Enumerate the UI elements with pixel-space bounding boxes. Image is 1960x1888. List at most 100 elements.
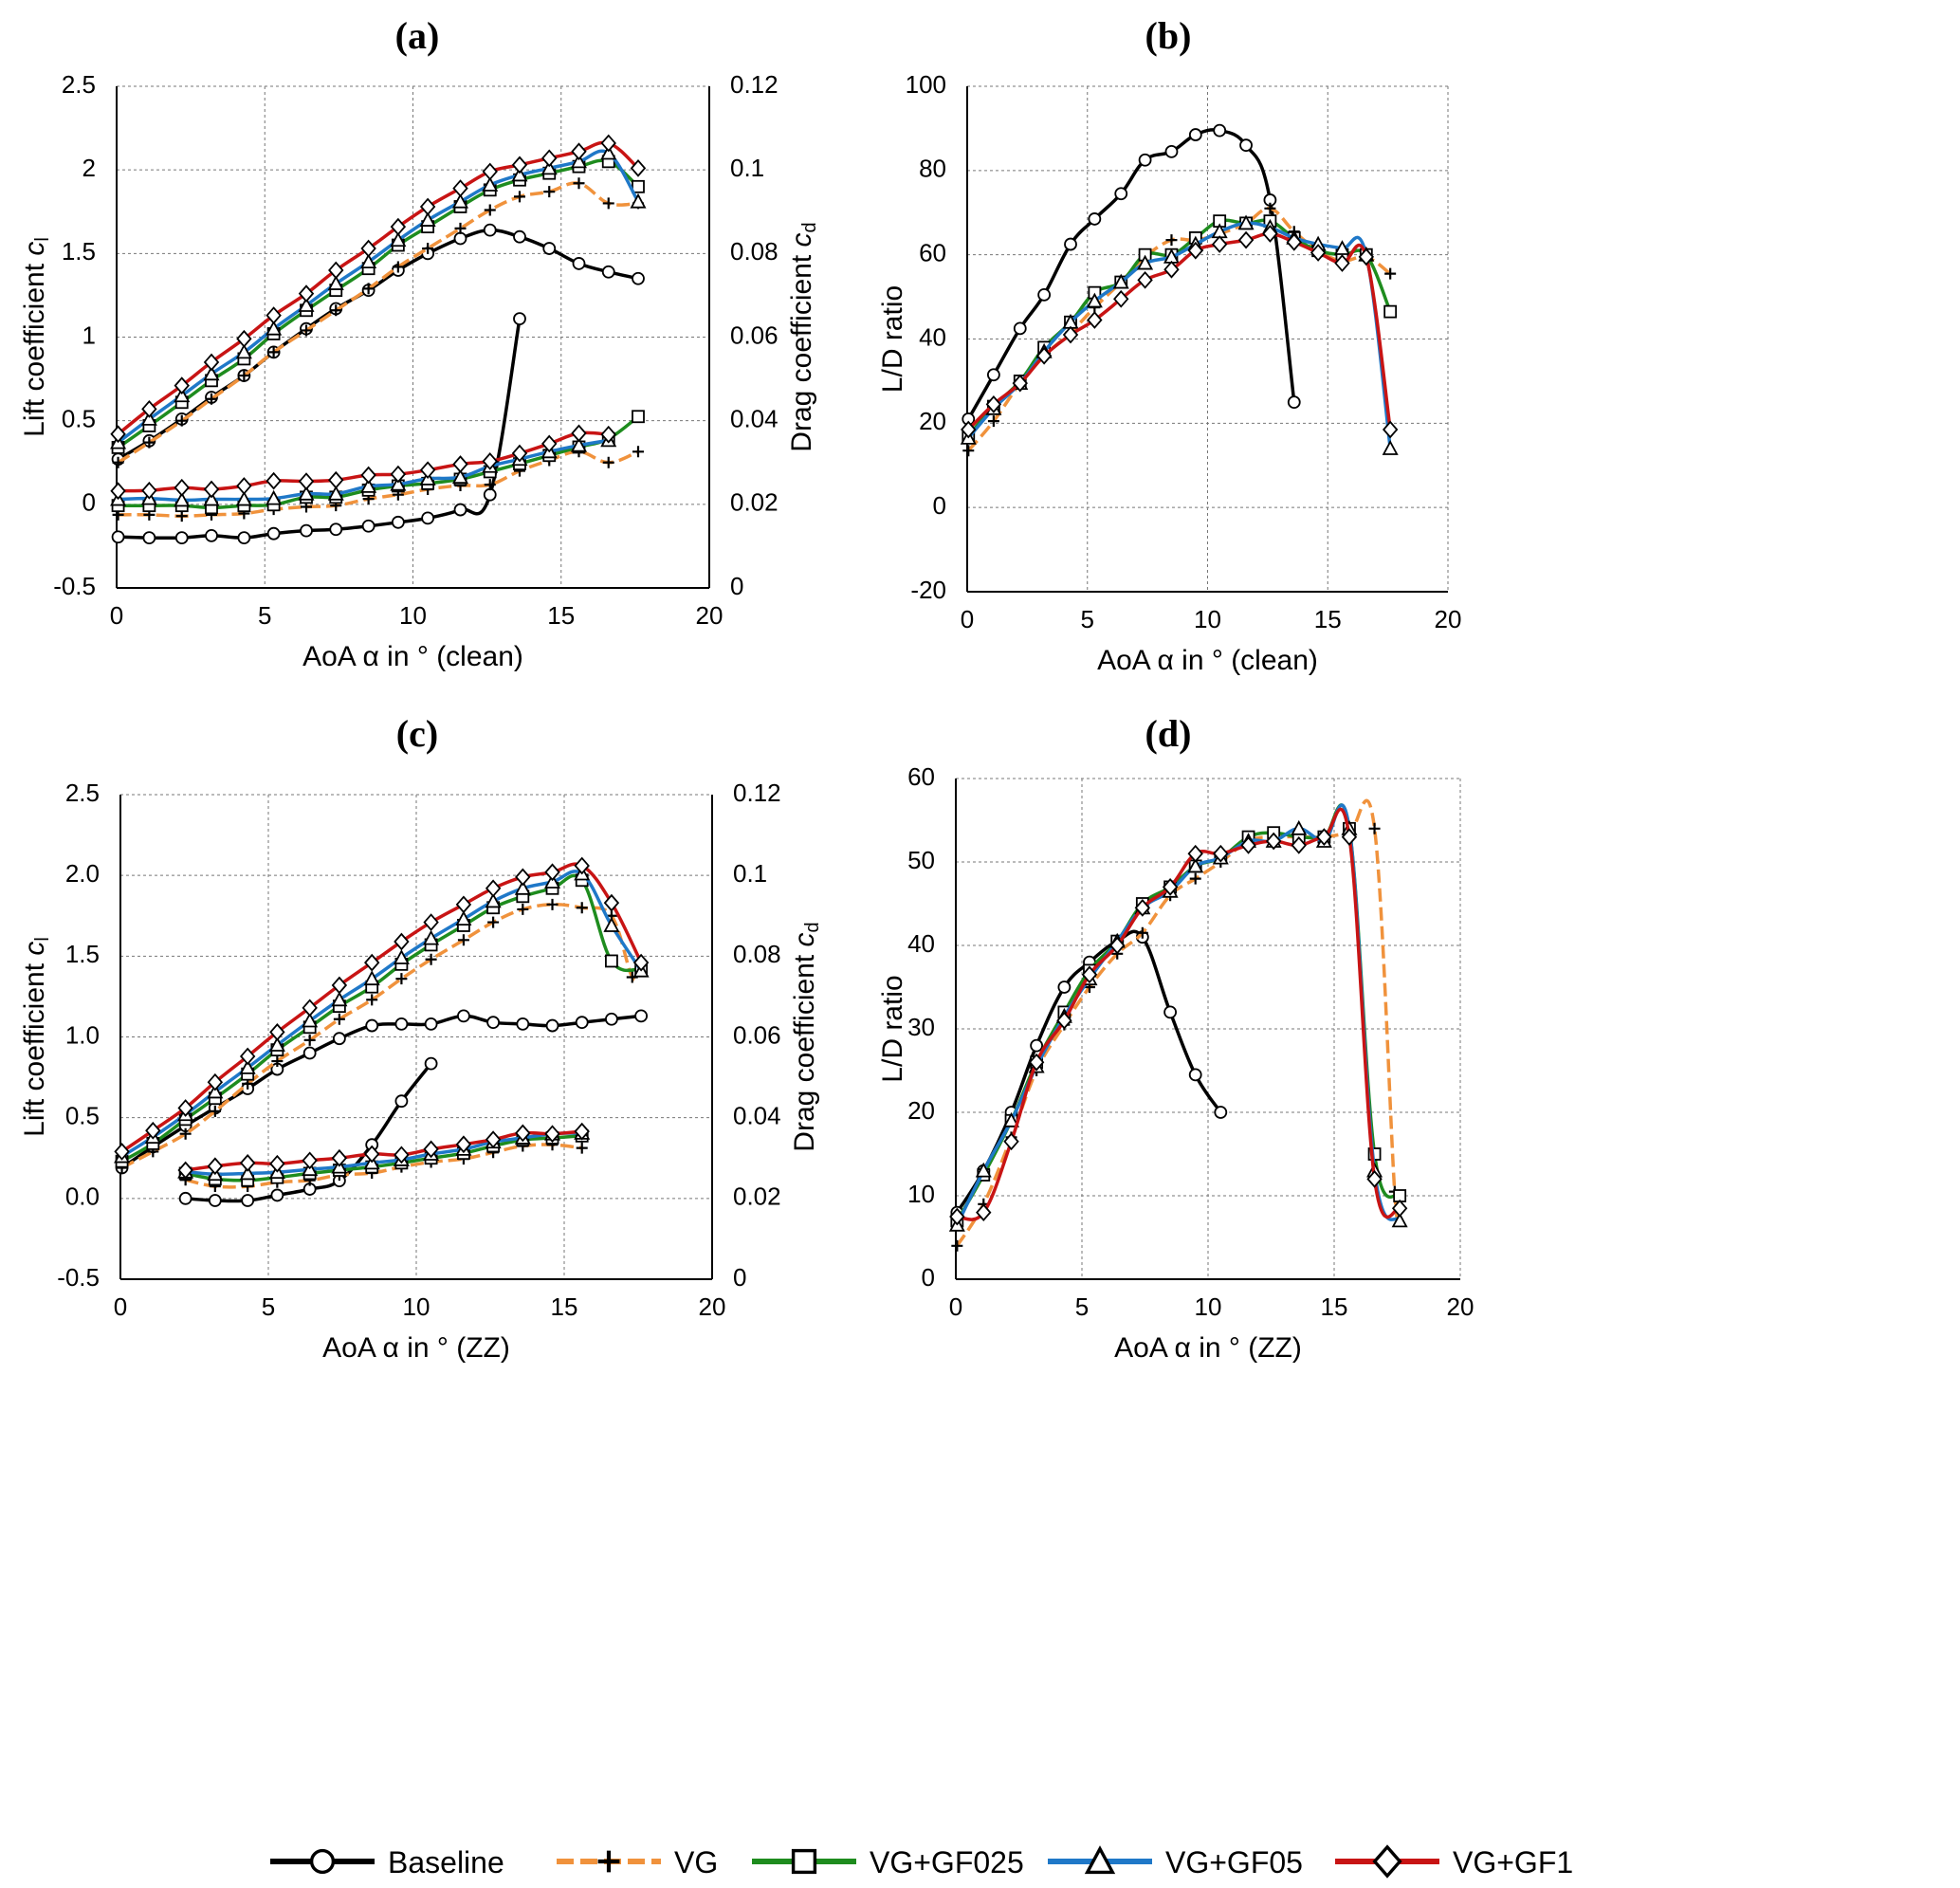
y-tick-label: 0 — [922, 1263, 935, 1292]
data-point — [1211, 235, 1228, 253]
x-tick-label: 10 — [1195, 1292, 1222, 1321]
data-point — [1012, 374, 1028, 393]
data-point — [268, 1036, 285, 1052]
data-point — [1137, 254, 1154, 270]
y-tick-label: 0 — [82, 488, 96, 517]
x-tick-label: 0 — [949, 1292, 962, 1321]
series-vg-gf1-right — [177, 1122, 590, 1180]
data-point — [630, 159, 647, 177]
data-point — [484, 204, 496, 216]
data-point — [483, 487, 497, 502]
data-point — [516, 1017, 530, 1031]
x-tick-label: 5 — [258, 601, 271, 630]
data-point — [1391, 1212, 1408, 1228]
y2-tick-label: 0 — [733, 1263, 746, 1292]
data-point — [1237, 230, 1255, 249]
y-tick-label: 1.5 — [62, 237, 96, 266]
x-tick-label: 5 — [1075, 1292, 1089, 1321]
data-point — [632, 953, 650, 972]
data-point — [395, 973, 408, 985]
data-point — [602, 456, 614, 468]
data-point — [1316, 828, 1332, 846]
legend-label: VG — [674, 1845, 718, 1879]
y2-tick-label: 0.06 — [730, 321, 779, 349]
data-point — [517, 903, 529, 915]
data-point — [114, 1143, 130, 1161]
data-point — [141, 481, 157, 500]
y2-tick-label: 0.04 — [730, 405, 779, 433]
data-point — [266, 320, 283, 336]
data-point — [425, 953, 437, 965]
data-point — [235, 343, 252, 359]
data-point — [572, 257, 586, 270]
data-point — [485, 879, 502, 898]
data-point — [390, 231, 407, 247]
series-baseline-right — [178, 1056, 438, 1207]
series-vg-gf05-left — [110, 144, 647, 449]
data-point — [423, 929, 440, 945]
y2-tick-label: 0 — [730, 572, 743, 600]
y2-tick-label: 0.04 — [733, 1102, 781, 1130]
y2-tick-label: 0.02 — [730, 488, 779, 517]
data-point — [390, 475, 407, 491]
y-axis-label-symbol: c — [19, 942, 50, 956]
data-point — [544, 1125, 560, 1144]
data-point — [206, 393, 217, 405]
data-point — [1358, 247, 1375, 266]
data-point — [110, 425, 126, 444]
data-point — [266, 471, 282, 490]
data-point — [576, 902, 588, 914]
y2-axis-label-symbol: c — [789, 932, 820, 946]
data-point — [455, 910, 472, 926]
y-tick-label: 2.5 — [62, 70, 96, 99]
data-point — [1137, 270, 1153, 289]
data-point — [236, 329, 252, 348]
data-point — [482, 162, 498, 181]
data-point — [1291, 836, 1307, 854]
legend-item-vg-gf05: VG+GF05 — [1048, 1845, 1303, 1879]
panel-d: (d) 0 5 10 15 20 0 10 20 30 40 50 60 AoA α in ° (ZZ) L… — [877, 712, 1475, 1364]
data-point — [1287, 395, 1301, 410]
data-point — [394, 1017, 409, 1031]
legend-label: VG+GF1 — [1453, 1845, 1573, 1879]
data-point — [634, 1009, 649, 1023]
panel-c: (c) 0 5 10 15 20 -0.5 0.0 0.5 1.0 1.5 2.0 2.5 0 0.02 0.… — [19, 712, 823, 1364]
data-point — [332, 1032, 346, 1046]
data-point — [1368, 822, 1381, 834]
series-vg-gf1-left — [114, 856, 650, 1161]
data-point — [419, 211, 436, 227]
data-point — [541, 434, 558, 453]
data-point — [451, 468, 469, 485]
data-point — [143, 436, 156, 449]
data-point — [1136, 926, 1148, 939]
data-point — [600, 134, 616, 153]
x-axis-label: AoA α in ° (ZZ) — [322, 1332, 510, 1364]
data-point — [1113, 289, 1129, 308]
data-point — [1062, 325, 1079, 344]
data-point — [174, 376, 190, 395]
y-tick-label: 30 — [907, 1013, 935, 1041]
legend-marker-icon — [791, 1848, 817, 1875]
data-point — [453, 503, 467, 517]
y-tick-label: 60 — [919, 239, 946, 267]
data-point — [366, 994, 378, 1006]
data-point — [1264, 202, 1276, 214]
data-point — [1391, 1199, 1408, 1218]
y-tick-label: 1.0 — [65, 1020, 100, 1049]
legend-marker-icon — [309, 1848, 336, 1875]
data-point — [111, 530, 125, 544]
x-tick-label: 0 — [961, 605, 974, 633]
data-point — [141, 399, 157, 418]
y2-tick-label: 0.08 — [733, 940, 781, 968]
data-point — [361, 519, 376, 533]
x-axis-label: AoA α in ° (clean) — [1097, 645, 1318, 676]
data-point — [1239, 138, 1253, 153]
y2-axis-label-text: Drag coefficient — [786, 247, 817, 451]
series-line — [117, 181, 639, 465]
series-vg-gf1-left — [110, 134, 647, 444]
data-point — [298, 284, 315, 303]
data-point — [455, 895, 472, 914]
data-point — [363, 970, 380, 986]
y-tick-label: 1 — [82, 321, 96, 349]
data-point — [1030, 1038, 1044, 1053]
